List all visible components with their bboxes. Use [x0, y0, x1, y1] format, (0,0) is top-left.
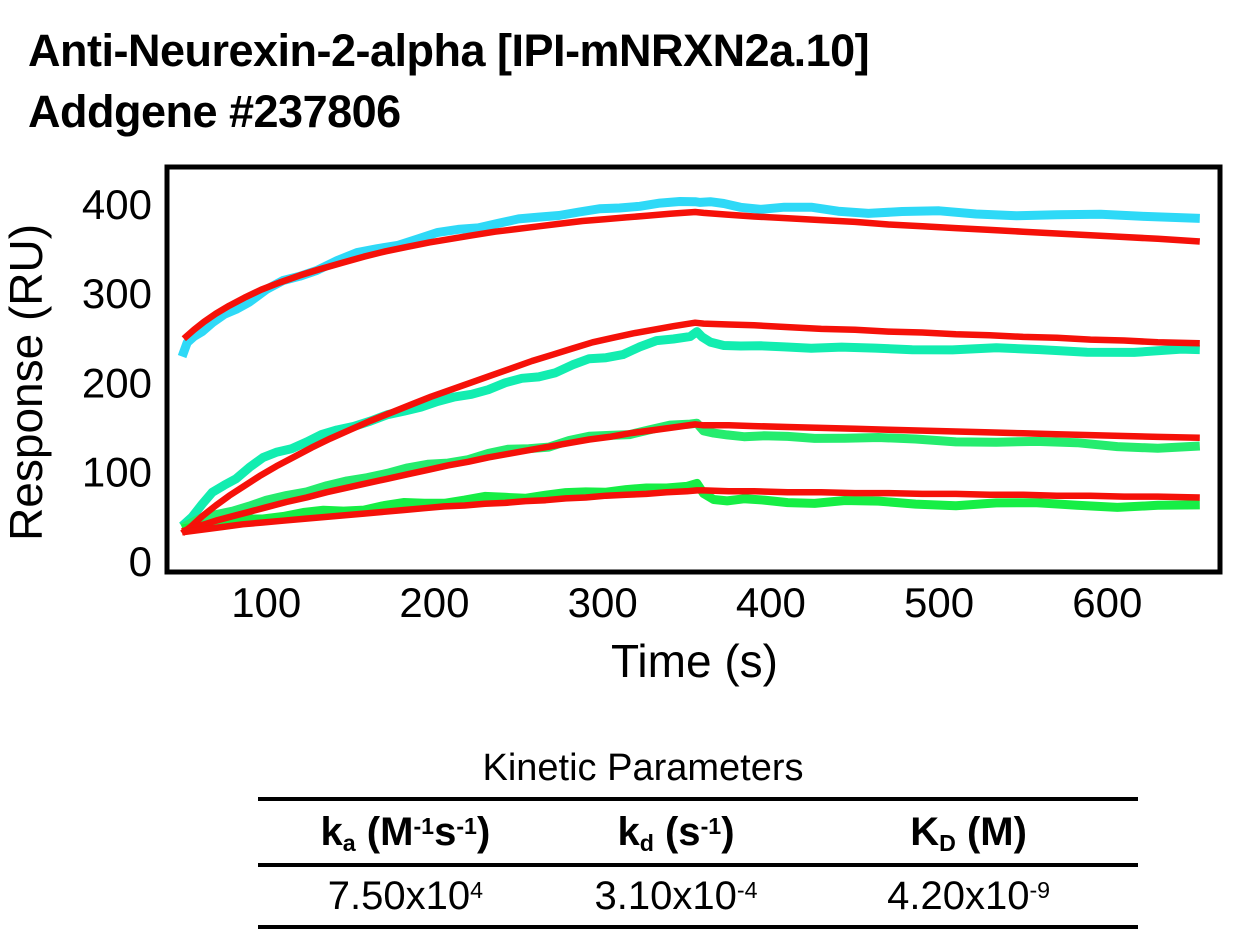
x-tick-label: 100	[231, 579, 301, 626]
value-ka: 7.50x104	[327, 873, 484, 918]
x-tick-label: 500	[904, 579, 974, 626]
series-fit-2	[180, 319, 1200, 536]
header-kd: kd (s-1)	[617, 809, 735, 857]
figure-title-line2: Addgene #237806	[28, 86, 401, 137]
series-data-4	[181, 478, 1200, 534]
sensorgram-chart: 0 100 200 300 400 100 200 300 400 500 600 Time (s) R…	[0, 164, 1223, 687]
value-kd: 3.10x10-4	[594, 873, 758, 918]
plot-frame	[164, 164, 1223, 575]
y-axis-label: Response (RU)	[0, 224, 52, 541]
table-value-row: 7.50x104 3.10x10-4 4.20x10-9	[258, 867, 1138, 929]
series-fit-4	[181, 487, 1200, 536]
header-ka: ka (M-1s-1)	[320, 809, 491, 857]
y-tick-label: 0	[129, 538, 152, 585]
figure-title-line1: Anti-Neurexin-2-alpha [IPI-mNRXN2a.10]	[28, 25, 870, 76]
x-tick-label: 600	[1072, 579, 1142, 626]
table-header-row: ka (M-1s-1) kd (s-1) KD (M)	[258, 797, 1138, 867]
x-tick-label: 300	[568, 579, 638, 626]
y-tick-label: 100	[82, 449, 152, 496]
y-tick-label: 200	[82, 359, 152, 406]
header-KD: KD (M)	[910, 809, 1027, 857]
value-KD: 4.20x10-9	[887, 873, 1051, 918]
y-tick-label: 300	[82, 270, 152, 317]
x-tick-label: 400	[736, 579, 806, 626]
figure-title: Anti-Neurexin-2-alpha [IPI-mNRXN2a.10] A…	[28, 20, 870, 142]
series-fit-3	[181, 421, 1200, 535]
series-fit-1	[181, 208, 1201, 342]
y-tick-label: 400	[82, 181, 152, 228]
series-data-2	[179, 327, 1200, 530]
kinetic-parameters-table: Kinetic Parameters ka (M-1s-1) kd (s-1) …	[258, 745, 1138, 929]
x-axis-label: Time (s)	[611, 635, 778, 687]
table-title: Kinetic Parameters	[482, 747, 804, 789]
x-tick-label: 200	[399, 579, 469, 626]
